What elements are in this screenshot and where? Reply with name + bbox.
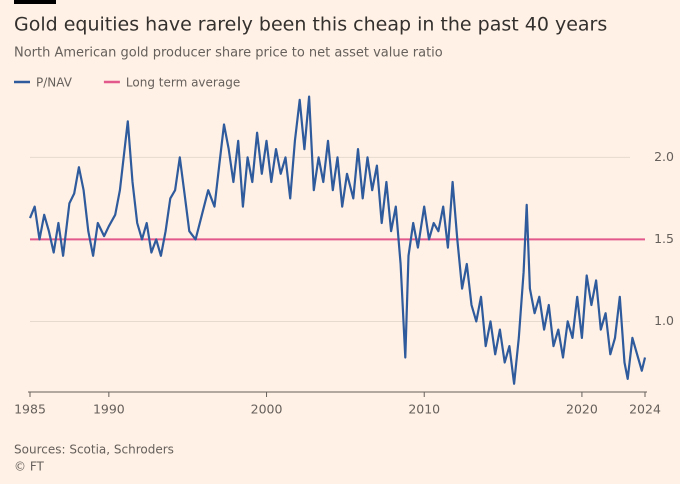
chart-title: Gold equities have rarely been this chea… bbox=[14, 14, 607, 36]
y-tick-label: 1.5 bbox=[654, 231, 674, 246]
credit: © FT bbox=[14, 460, 45, 474]
series-line bbox=[28, 95, 647, 385]
x-tick-label: 1985 bbox=[14, 402, 46, 417]
brand-bar bbox=[14, 0, 56, 4]
chart-subtitle: North American gold producer share price… bbox=[14, 46, 443, 61]
x-tick-label: 2024 bbox=[629, 402, 661, 417]
legend-label: P/NAV bbox=[36, 76, 73, 90]
source: Sources: Scotia, Schroders bbox=[14, 443, 174, 457]
x-tick-label: 1990 bbox=[93, 402, 125, 417]
x-tick-label: 2020 bbox=[566, 402, 598, 417]
x-tick-label: 2000 bbox=[251, 402, 283, 417]
x-tick-label: 2010 bbox=[408, 402, 440, 417]
y-tick-label: 2.0 bbox=[654, 149, 674, 164]
legend-label: Long term average bbox=[126, 76, 240, 90]
y-tick-label: 1.0 bbox=[654, 313, 674, 328]
